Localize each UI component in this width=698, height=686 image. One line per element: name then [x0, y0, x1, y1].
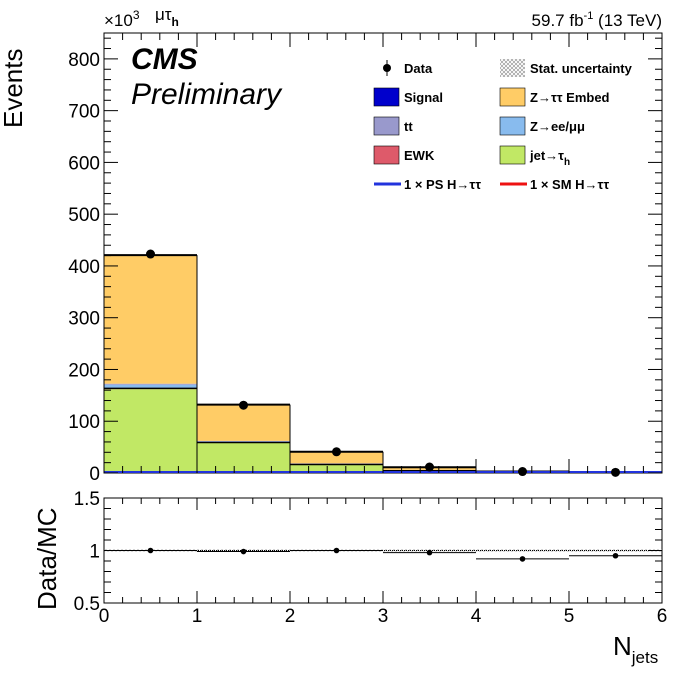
legend-label-1-ps-h-: 1 × PS H→ττ	[404, 177, 481, 192]
ratio-y-tick-label: 1.5	[74, 489, 100, 510]
bar-z-ee--bin-0	[104, 384, 197, 389]
legend-marker-stat-uncertainty	[500, 59, 525, 77]
legend-label-signal: Signal	[404, 90, 443, 105]
bar-tt-bin-2	[290, 463, 383, 465]
legend: Data Stat. uncertainty Signal Z→ττ Embed tt Z…	[373, 59, 633, 192]
x-tick-label: 0	[99, 606, 110, 627]
data-point-4	[518, 467, 527, 477]
data-point-0	[146, 249, 155, 259]
bar-z-embed-bin-1	[197, 404, 290, 441]
legend-marker-z-embed	[499, 87, 526, 107]
ratio-point-4	[519, 556, 526, 562]
bar-z-embed-bin-2	[290, 451, 383, 464]
x-tick-label: 5	[564, 606, 575, 627]
x-tick-label: 1	[192, 606, 203, 627]
y-axis-title: Events	[0, 49, 28, 129]
y-tick-label: 500	[68, 205, 100, 226]
channel-label: μτh	[155, 5, 179, 29]
ratio-point-2	[333, 547, 340, 554]
x-tick-label: 3	[378, 606, 389, 627]
main-plot: 0 100 200 300 400 500 600 700 800	[68, 33, 663, 485]
y-tick-label: 100	[68, 412, 100, 433]
data-point-1	[239, 400, 248, 410]
legend-marker-ewk	[373, 145, 400, 165]
legend-label-stat-uncertainty: Stat. uncertainty	[530, 61, 633, 76]
legend-label-data: Data	[404, 61, 433, 76]
ratio-point-0	[147, 547, 154, 554]
bar-tt-bin-1	[197, 440, 290, 442]
legend-marker-jet-	[499, 145, 526, 165]
y-tick-label: 0	[89, 464, 100, 485]
y-multiplier: ×103	[104, 8, 140, 30]
bar-jet-h-bin-2	[290, 464, 383, 473]
legend-label-z-embed: Z→ττ Embed	[530, 90, 610, 105]
bar-z-embed-bin-0	[104, 255, 197, 384]
ratio-y-tick-label: 0.5	[74, 594, 100, 615]
x-tick-label: 4	[471, 606, 482, 627]
bar-tt-bin-0	[104, 383, 197, 385]
legend-marker-tt	[373, 116, 400, 136]
y-tick-label: 800	[68, 50, 100, 71]
bar-jet-h-bin-1	[197, 442, 290, 473]
bar-jet-h-bin-0	[104, 389, 197, 473]
x-axis-title: Njets	[613, 631, 658, 667]
y-tick-label: 300	[68, 309, 100, 330]
ratio-point-3	[426, 549, 433, 556]
legend-label-tt: tt	[404, 119, 413, 134]
legend-label-1-sm-h-: 1 × SM H→ττ	[530, 177, 609, 192]
ratio-y-tick-label: 1	[89, 542, 100, 563]
y-tick-label: 600	[68, 153, 100, 174]
y-tick-label: 200	[68, 360, 100, 381]
ratio-point-1	[240, 548, 247, 555]
luminosity-label: 59.7 fb-1 (13 TeV)	[532, 10, 662, 30]
legend-label-jet-: jet→τh	[529, 148, 570, 168]
y-tick-label: 700	[68, 102, 100, 123]
x-tick-label: 6	[657, 606, 668, 627]
cms-label: CMS	[131, 43, 198, 76]
legend-marker-signal	[373, 87, 400, 107]
legend-label-z-ee-: Z→ee/μμ	[530, 119, 585, 134]
legend-label-ewk: EWK	[404, 148, 435, 163]
ratio-plot: 0.5 1 1.5 0 1 2 3 4 5 6	[74, 489, 668, 627]
preliminary-label: Preliminary	[131, 78, 283, 111]
legend-marker-z-ee-	[499, 116, 526, 136]
y-tick-label: 400	[68, 257, 100, 278]
data-point-5	[611, 467, 620, 477]
ratio-point-5	[612, 552, 619, 559]
data-point-3	[425, 462, 434, 472]
ratio-y-axis-title: Data/MC	[32, 507, 62, 610]
data-point-2	[332, 447, 341, 457]
x-tick-label: 2	[285, 606, 296, 627]
